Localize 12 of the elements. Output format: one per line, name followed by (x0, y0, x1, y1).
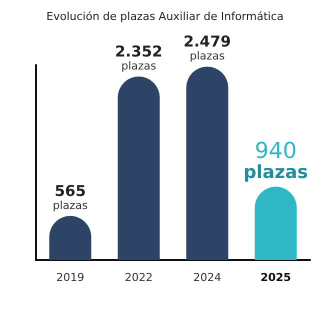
x-tick-label: 2019 (56, 271, 84, 284)
bar (186, 66, 228, 260)
data-label: 2.479 plazas (184, 32, 231, 63)
bar (254, 186, 297, 260)
x-tick-label: 2022 (124, 271, 153, 284)
data-label: 565 plazas (52, 182, 88, 212)
data-label: 2.352 plazas (115, 42, 162, 73)
data-label: 940 plazas (243, 139, 308, 184)
x-tick-label: 2024 (193, 271, 222, 284)
bar (118, 76, 160, 260)
chart-title: Evolución de plazas Auxiliar de Informática (46, 10, 284, 23)
x-tick-label: 2025 (260, 271, 292, 284)
